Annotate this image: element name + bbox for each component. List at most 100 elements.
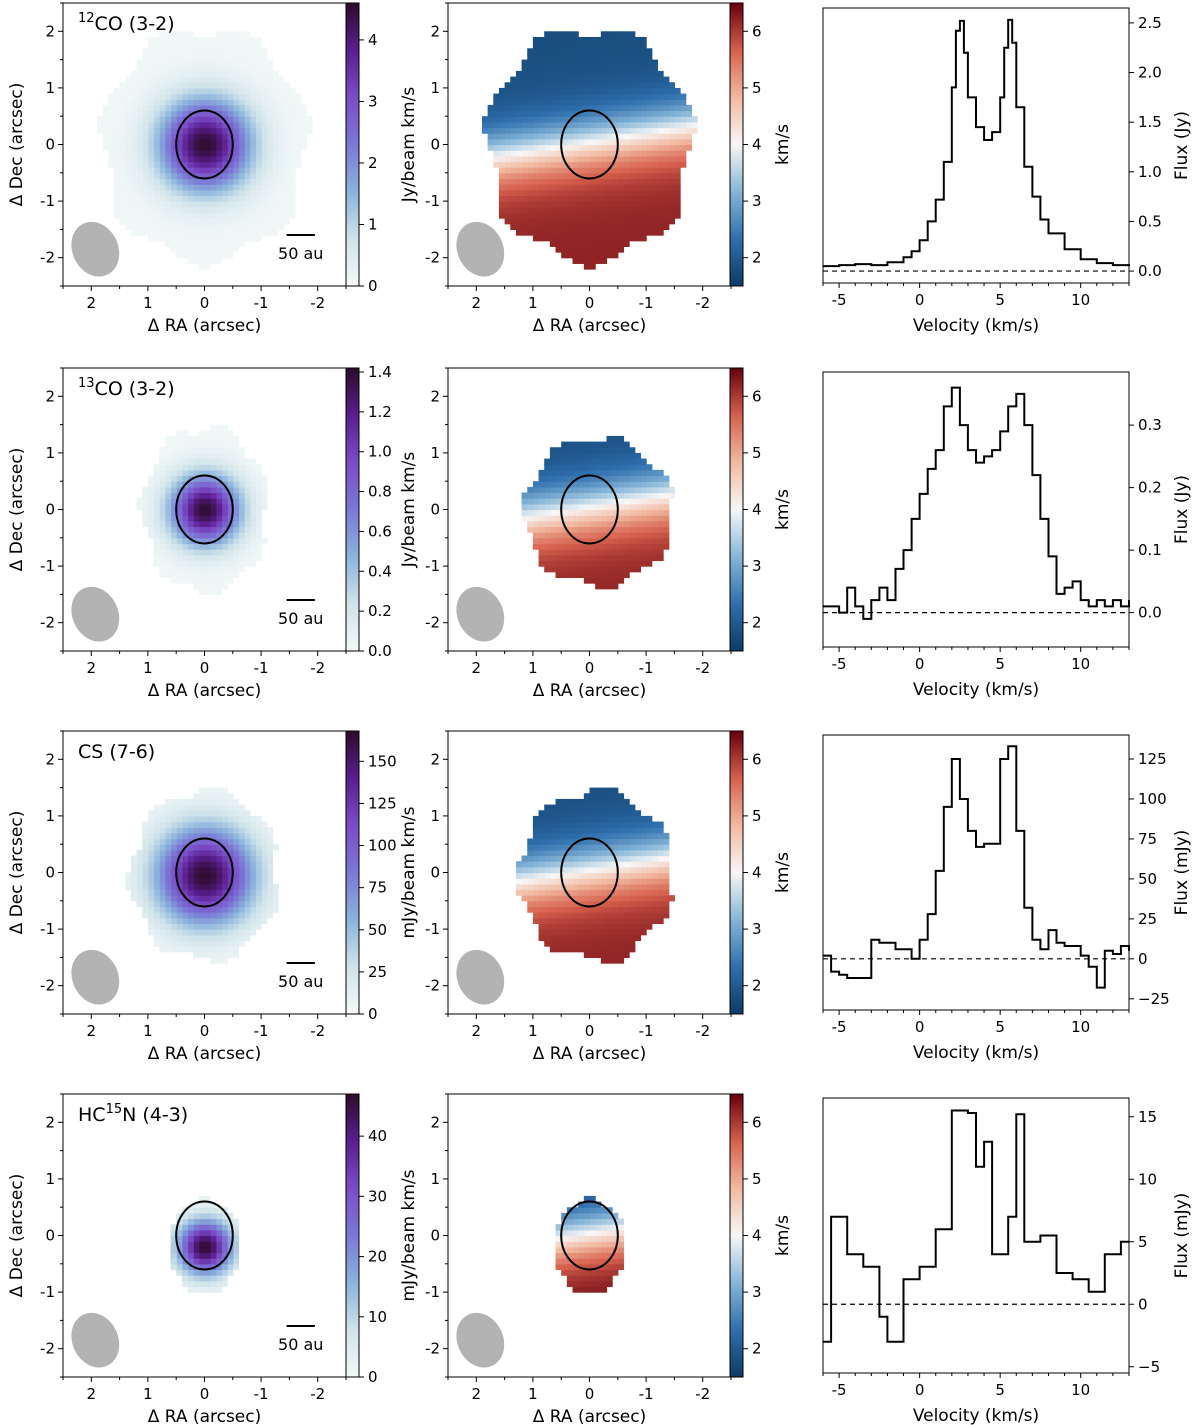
map-pixel	[623, 883, 630, 891]
map-pixel	[187, 447, 194, 454]
map-pixel	[583, 486, 591, 494]
map-pixel	[634, 810, 642, 817]
map-pixel	[561, 48, 568, 55]
map-pixel	[612, 469, 619, 477]
map-pixel	[663, 492, 670, 499]
map-pixel	[566, 104, 574, 112]
map-pixel	[278, 178, 285, 185]
map-pixel	[244, 53, 251, 61]
map-pixel	[561, 99, 568, 106]
map-pixel	[544, 923, 551, 930]
map-pixel	[651, 866, 659, 874]
map-pixel	[176, 161, 183, 168]
map-pixel	[215, 889, 223, 896]
map-pixel	[147, 178, 155, 185]
map-pixel	[629, 76, 636, 83]
map-pixel	[668, 167, 675, 174]
map-pixel	[204, 900, 211, 908]
map-pixel	[561, 798, 568, 806]
map-pixel	[674, 104, 681, 112]
map-pixel	[136, 127, 143, 134]
map-pixel	[238, 940, 245, 947]
map-pixel	[153, 42, 160, 49]
map-pixel	[504, 116, 511, 123]
map-pixel	[266, 866, 274, 874]
map-pixel	[153, 861, 160, 868]
map-pixel	[164, 481, 172, 488]
map-pixel	[646, 167, 653, 174]
map-pixel	[595, 475, 602, 482]
map-pixel	[204, 923, 211, 930]
map-pixel	[640, 133, 647, 140]
map-pixel	[634, 76, 642, 83]
map-pixel	[193, 116, 200, 123]
map-pixel	[612, 452, 619, 460]
map-pixel	[153, 810, 160, 817]
map-pixel	[261, 184, 268, 191]
map-pixel	[623, 42, 630, 49]
map-pixel	[600, 218, 608, 225]
map-pixel	[510, 116, 517, 123]
map-pixel	[629, 469, 636, 477]
map-pixel	[589, 849, 596, 857]
map-pixel	[198, 906, 206, 913]
map-pixel	[238, 537, 245, 545]
map-pixel	[210, 832, 217, 840]
map-pixel	[527, 48, 534, 55]
map-pixel	[646, 878, 653, 885]
map-pixel	[566, 223, 574, 230]
map-pixel	[181, 42, 189, 49]
map-pixel	[617, 861, 625, 868]
map-pixel	[566, 940, 574, 947]
map-pixel	[589, 150, 596, 157]
map-pixel	[221, 82, 228, 89]
map-pixel	[136, 229, 143, 236]
map-pixel	[527, 127, 534, 134]
map-pixel	[527, 872, 534, 879]
map-pixel	[617, 212, 625, 219]
map-pixel	[515, 99, 523, 106]
map-pixel	[617, 172, 625, 180]
map-pixel	[193, 946, 200, 953]
map-pixel	[606, 520, 613, 528]
map-pixel	[572, 549, 579, 556]
map-pixel	[164, 206, 172, 214]
map-pixel	[187, 76, 194, 83]
map-pixel	[612, 787, 619, 794]
map-pixel	[232, 441, 240, 448]
map-pixel	[130, 93, 138, 100]
map-pixel	[544, 486, 551, 494]
map-pixel	[663, 855, 670, 862]
map-pixel	[187, 172, 194, 180]
map-pixel	[176, 861, 183, 868]
map-pixel	[640, 189, 647, 197]
map-pixel	[164, 138, 172, 146]
map-pixel	[600, 554, 608, 562]
map-pixel	[215, 929, 223, 936]
map-pixel	[176, 133, 183, 140]
map-pixel	[555, 571, 562, 579]
map-pixel	[657, 532, 664, 539]
map-pixel	[227, 889, 234, 896]
map-pixel	[159, 815, 166, 823]
map-pixel	[640, 150, 647, 157]
continuum-contour	[175, 474, 234, 545]
map-pixel	[657, 184, 664, 191]
map-pixel	[159, 492, 166, 499]
map-pixel	[289, 161, 296, 168]
map-pixel	[176, 946, 183, 953]
map-pixel	[295, 150, 302, 157]
map-pixel	[221, 515, 228, 522]
map-pixel	[159, 104, 166, 112]
map-pixel	[538, 929, 545, 936]
map-pixel	[646, 912, 653, 919]
map-pixel	[164, 895, 172, 902]
map-pixel	[629, 87, 636, 95]
map-pixel	[600, 543, 608, 550]
map-pixel	[493, 133, 500, 140]
map-pixel	[617, 532, 625, 539]
map-pixel	[113, 212, 121, 219]
map-pixel	[261, 872, 268, 879]
map-pixel	[640, 223, 647, 230]
map-pixel	[566, 503, 574, 511]
